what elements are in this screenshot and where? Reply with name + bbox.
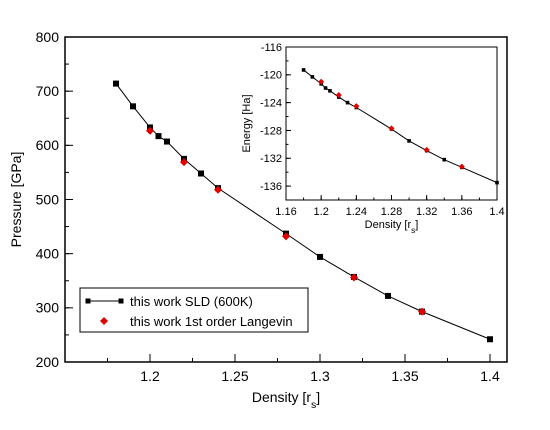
main-series-0-point [164,138,170,145]
inset-x-tick-label: 1.24 [346,206,367,218]
inset-y-axis-label: Energy [Ha] [241,94,253,152]
inset-y-tick-label: -124 [260,97,282,109]
main-x-tick-label: 1.25 [221,368,248,384]
main-series-0-point [155,133,162,140]
main-x-tick-label: 1.3 [310,368,330,384]
main-y-tick-label: 500 [36,191,60,207]
inset-x-tick-label: 1.28 [381,206,402,218]
legend: this work SLD (600K) this work 1st order … [79,287,309,333]
inset-series-1-point [458,163,465,170]
inset-x-tick-label: 1.4 [489,206,504,218]
inset-series-1-point [388,125,395,132]
inset-series-0-point [328,89,332,93]
inset-series-1-point [318,78,325,85]
inset-series-0-point [301,68,306,72]
inset-series-0-point [345,100,350,105]
main-y-tick-label: 600 [36,137,60,153]
main-series-0-point [385,292,391,299]
inset-series-0-point [495,180,499,185]
main-series-0-point [130,103,136,110]
main-series-1-point [180,158,188,167]
inset-series-0-point [323,86,328,90]
inset-series-0-point [310,75,315,79]
main-series-1-point [282,232,290,241]
inset-y-tick-label: -116 [261,42,282,54]
legend-box [79,287,309,333]
inset-frame [285,46,498,201]
main-x-tick-label: 1.4 [480,368,500,384]
inset-x-axis-label: Density [rs] [365,219,419,235]
inset-y-tick-label: -132 [260,153,282,165]
main-y-tick-label: 700 [36,83,60,99]
inset-y-tick-label: -136 [260,181,282,193]
main-series-1-point [350,273,358,282]
inset-series-0-point [407,139,411,143]
main-series-0-point [113,80,119,87]
main-series-0-point [198,170,204,177]
inset-series-1-point [353,103,360,110]
main-y-tick-label: 200 [36,354,60,370]
inset-x-tick-label: 1.36 [451,206,472,218]
inset-y-tick-label: -120 [260,70,282,82]
main-y-axis-label: Pressure [GPa] [8,152,24,248]
inset-group: 1.16 1.2 1.24 1.28 1.32 1.36 1.4 -116 -120 -124 -1… [241,42,505,235]
main-x-tick-label: 1.35 [391,368,418,384]
inset-series-0-point [442,157,447,162]
main-x-tick-label: 1.2 [140,368,160,384]
main-y-tick-label: 800 [36,29,60,45]
main-series-1-point [214,185,222,194]
legend-swatch-marker [85,298,91,304]
legend-label-sld: this work SLD (600K) [130,294,253,309]
main-series-1-point [418,307,426,316]
inset-x-tick-label: 1.2 [314,206,329,218]
inset-series-1-point [423,146,430,153]
main-series-1-point [146,126,154,135]
legend-label-langevin: this work 1st order Langevin [130,314,293,329]
main-series-0-point [317,253,323,260]
main-series-0-point [487,336,493,343]
main-x-axis-label: Density [rs] [252,389,320,411]
inset-series-1-point [335,91,342,98]
legend-swatch-marker [100,317,108,325]
inset-x-tick-label: 1.16 [275,206,296,218]
legend-swatch-marker [118,298,124,304]
inset-y-tick-label: -128 [260,125,282,137]
inset-x-tick-label: 1.32 [416,206,437,218]
main-y-tick-label: 300 [36,300,60,316]
main-y-tick-label: 400 [36,246,60,262]
